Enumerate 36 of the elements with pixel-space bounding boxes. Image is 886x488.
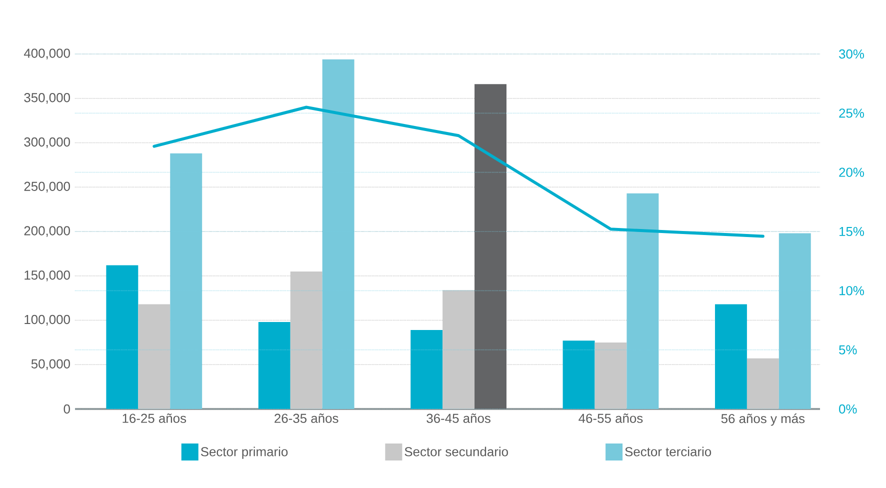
legend-label: Sector primario bbox=[200, 446, 288, 459]
y-tick-label: 100,000 bbox=[24, 314, 70, 326]
y-tick-label: 350,000 bbox=[24, 93, 70, 104]
y2-tick-label: 0% bbox=[839, 404, 857, 414]
bar bbox=[106, 265, 138, 409]
bar bbox=[562, 340, 595, 409]
x-tick-label: 36-45 años bbox=[426, 414, 490, 423]
y2-tick-label: 10% bbox=[840, 286, 864, 296]
bar bbox=[474, 84, 506, 409]
x-tick-label: 46-55 años bbox=[578, 414, 643, 423]
line-series bbox=[152, 106, 764, 238]
bar bbox=[410, 330, 443, 409]
y2-tick-label: 15% bbox=[840, 226, 864, 236]
legend-label: Sector terciario bbox=[625, 446, 712, 456]
y-tick-label: 150,000 bbox=[24, 270, 70, 282]
x-tick-label: 16-25 años bbox=[122, 414, 186, 423]
bar bbox=[442, 290, 475, 409]
y-tick-label: 250,000 bbox=[24, 182, 70, 192]
bar bbox=[258, 322, 290, 409]
x-tick-label: 26-35 años bbox=[274, 414, 338, 423]
y2-tick-label: 30% bbox=[839, 49, 864, 59]
y2-tick-label: 25% bbox=[839, 108, 864, 118]
bar bbox=[746, 358, 779, 409]
bar bbox=[594, 342, 627, 409]
y-tick-label: 0 bbox=[64, 404, 70, 414]
y-tick-label: 50,000 bbox=[31, 359, 70, 370]
bar bbox=[138, 304, 170, 409]
y-tick-label: 200,000 bbox=[24, 226, 70, 237]
y-tick-label: 400,000 bbox=[24, 48, 70, 60]
y-tick-label: 300,000 bbox=[24, 137, 70, 148]
x-tick-label: 56 años y más bbox=[721, 414, 805, 426]
y2-tick-label: 5% bbox=[839, 345, 857, 354]
y2-tick-label: 20% bbox=[839, 168, 864, 177]
legend-label: Sector secundario bbox=[404, 446, 508, 456]
bar bbox=[290, 271, 322, 409]
bar bbox=[714, 304, 747, 409]
